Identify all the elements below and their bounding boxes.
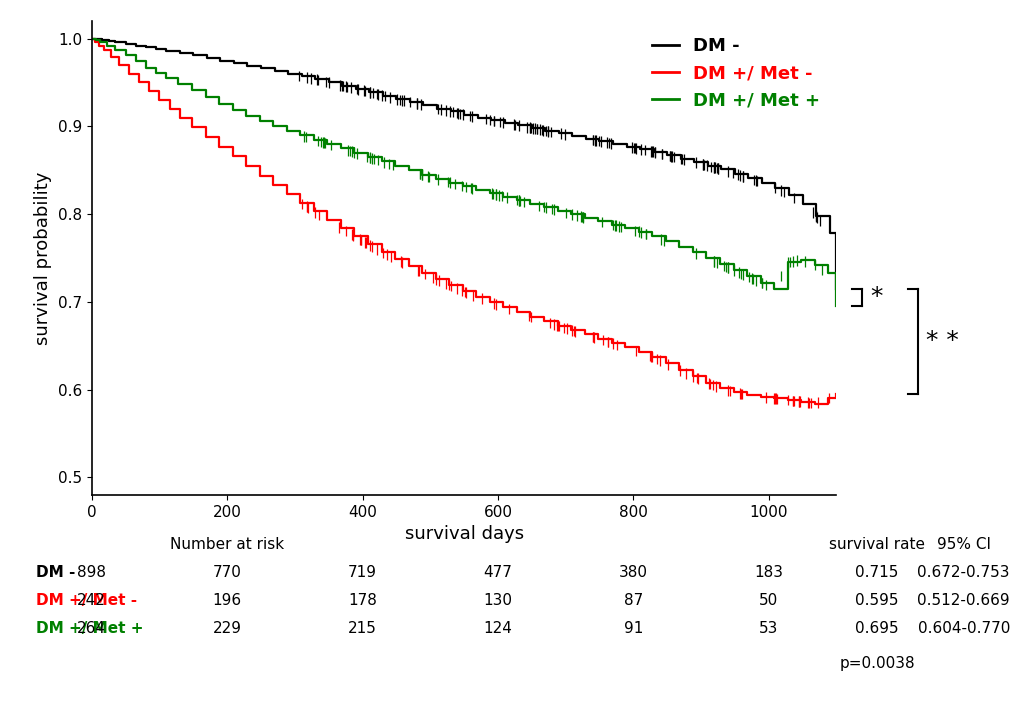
Text: 380: 380: [619, 564, 647, 580]
Text: 178: 178: [347, 592, 377, 608]
Text: 0.512-0.669: 0.512-0.669: [916, 592, 1009, 608]
Text: 0.695: 0.695: [854, 621, 898, 636]
Text: *: *: [869, 286, 881, 310]
Text: 215: 215: [347, 621, 377, 636]
Text: 53: 53: [758, 621, 777, 636]
Text: p=0.0038: p=0.0038: [839, 656, 914, 671]
Text: 91: 91: [623, 621, 642, 636]
Text: 264: 264: [77, 621, 106, 636]
Text: 0.595: 0.595: [854, 592, 898, 608]
Text: 50: 50: [758, 592, 777, 608]
Legend: DM -, DM +/ Met -, DM +/ Met +: DM -, DM +/ Met -, DM +/ Met +: [644, 30, 826, 117]
Text: 87: 87: [623, 592, 642, 608]
Y-axis label: survival probability: survival probability: [35, 171, 52, 345]
Text: 477: 477: [483, 564, 512, 580]
Text: 770: 770: [213, 564, 242, 580]
Text: 183: 183: [753, 564, 783, 580]
X-axis label: survival days: survival days: [405, 525, 523, 543]
Text: DM +/ Met +: DM +/ Met +: [36, 621, 143, 636]
Text: DM -: DM -: [36, 564, 75, 580]
Text: 130: 130: [483, 592, 512, 608]
Text: 196: 196: [212, 592, 242, 608]
Text: 242: 242: [77, 592, 106, 608]
Text: 0.715: 0.715: [855, 564, 898, 580]
Text: 229: 229: [213, 621, 242, 636]
Text: 719: 719: [347, 564, 377, 580]
Text: 95% CI: 95% CI: [935, 536, 989, 552]
Text: 898: 898: [77, 564, 106, 580]
Text: 124: 124: [483, 621, 512, 636]
Text: 0.604-0.770: 0.604-0.770: [917, 621, 1009, 636]
Text: DM +/ Met -: DM +/ Met -: [36, 592, 137, 608]
Text: Number at risk: Number at risk: [170, 536, 284, 552]
Text: 0.672-0.753: 0.672-0.753: [916, 564, 1009, 580]
Text: survival rate: survival rate: [828, 536, 924, 552]
Text: * *: * *: [925, 329, 958, 353]
